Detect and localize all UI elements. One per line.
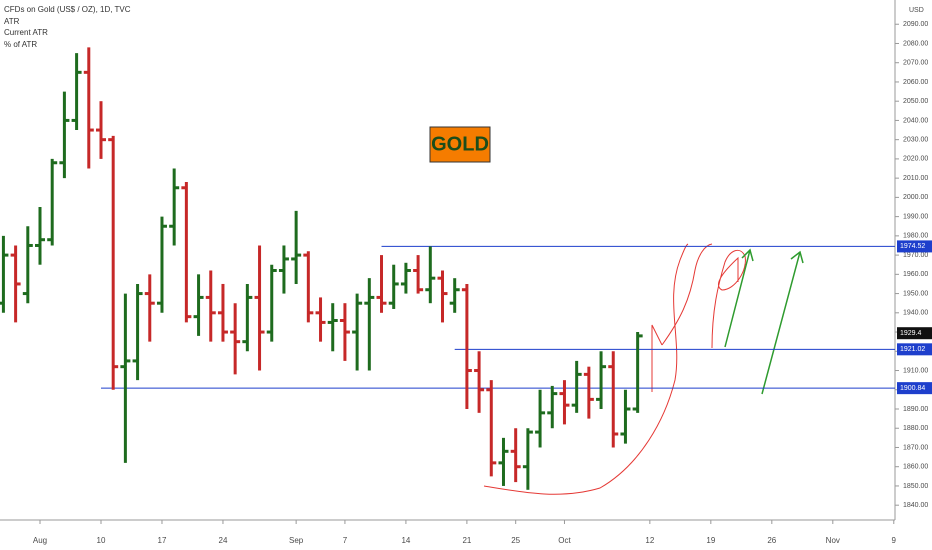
x-tick-label: 26 [767,536,776,545]
y-tick-label: 1950.00 [903,290,928,297]
level-label-box [897,240,932,253]
y-tick-label: 1890.00 [903,406,928,413]
last-price-label: 1929.4 [900,330,922,337]
x-tick-label: 21 [462,536,471,545]
x-tick-label: 7 [343,536,348,545]
y-tick-label: 2010.00 [903,175,928,182]
x-tick-label: 12 [645,536,654,545]
y-tick-label: 1980.00 [903,233,928,240]
y-tick-label: 2070.00 [903,60,928,67]
arrow [724,248,804,395]
currency: USD [909,7,924,14]
annotation: GOLD [431,133,489,155]
level-label: 1900.84 [900,385,925,392]
last-price-box [897,327,932,340]
x-tick-label: Aug [33,536,47,545]
gold-box [429,126,491,163]
x-tick-label: Oct [558,536,571,545]
x-tick-label: 24 [219,536,228,545]
x-tick-label: 10 [97,536,106,545]
y-tick-label: 1840.00 [903,502,928,509]
y-tick-label: 1990.00 [903,213,928,220]
y-tick-label: 1870.00 [903,444,928,451]
y-tick-label: 1860.00 [903,464,928,471]
y-tick-label: 2020.00 [903,156,928,163]
y-tick-label: 1970.00 [903,252,928,259]
y-tick-label: 1910.00 [903,367,928,374]
y-tick-label: 1960.00 [903,271,928,278]
level-label: 1974.52 [900,243,925,250]
y-tick-label: 2060.00 [903,79,928,86]
y-tick-label: 2000.00 [903,194,928,201]
x-tick-label: 9 [892,536,897,545]
level-label: 1921.02 [900,346,925,353]
x-tick-label: Nov [826,536,840,545]
chart-title: CFDs on Gold (US$ / OZ), 1D, TVC [4,5,131,14]
y-tick-label: 1880.00 [903,425,928,432]
indicator: % of ATR [4,40,37,49]
x-tick-label: 14 [401,536,410,545]
indicator: Current ATR [4,28,48,37]
level-label-box [897,382,932,395]
y-tick-label: 2030.00 [903,137,928,144]
y-tick-label: 1940.00 [903,310,928,317]
x-tick-label: 25 [511,536,520,545]
y-tick-label: 1850.00 [903,483,928,490]
y-tick-label: 2090.00 [903,21,928,28]
y-tick-label: 2080.00 [903,40,928,47]
level-label-box [897,343,932,356]
indicator: ATR [4,17,20,26]
y-tick-label: 2050.00 [903,98,928,105]
y-tick-label: 2040.00 [903,117,928,124]
x-tick-label: 17 [158,536,167,545]
x-tick-label: Sep [289,536,304,545]
x-tick-label: 19 [706,536,715,545]
